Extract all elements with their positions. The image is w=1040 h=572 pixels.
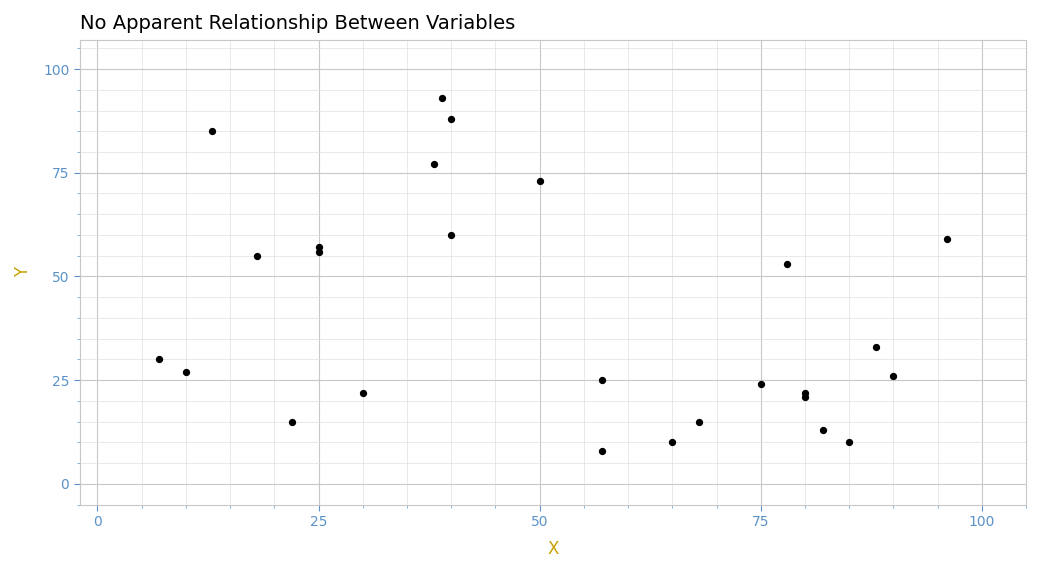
Point bbox=[151, 355, 167, 364]
X-axis label: X: X bbox=[547, 540, 558, 558]
Point bbox=[443, 114, 460, 124]
Point bbox=[443, 231, 460, 240]
Point bbox=[753, 380, 770, 389]
Point bbox=[434, 93, 450, 102]
Point bbox=[204, 126, 220, 136]
Point bbox=[310, 243, 327, 252]
Point bbox=[355, 388, 371, 397]
Point bbox=[310, 247, 327, 256]
Point bbox=[814, 426, 831, 435]
Point bbox=[593, 376, 609, 385]
Point bbox=[425, 160, 442, 169]
Point bbox=[867, 343, 884, 352]
Text: No Apparent Relationship Between Variables: No Apparent Relationship Between Variabl… bbox=[80, 14, 515, 33]
Point bbox=[593, 446, 609, 455]
Point bbox=[938, 235, 955, 244]
Point bbox=[779, 260, 796, 269]
Point bbox=[249, 251, 265, 260]
Point bbox=[531, 176, 548, 185]
Point bbox=[841, 438, 858, 447]
Y-axis label: Y: Y bbox=[14, 267, 32, 277]
Point bbox=[664, 438, 680, 447]
Point bbox=[284, 417, 301, 426]
Point bbox=[797, 388, 813, 397]
Point bbox=[691, 417, 707, 426]
Point bbox=[178, 367, 194, 376]
Point bbox=[797, 392, 813, 402]
Point bbox=[885, 371, 902, 380]
